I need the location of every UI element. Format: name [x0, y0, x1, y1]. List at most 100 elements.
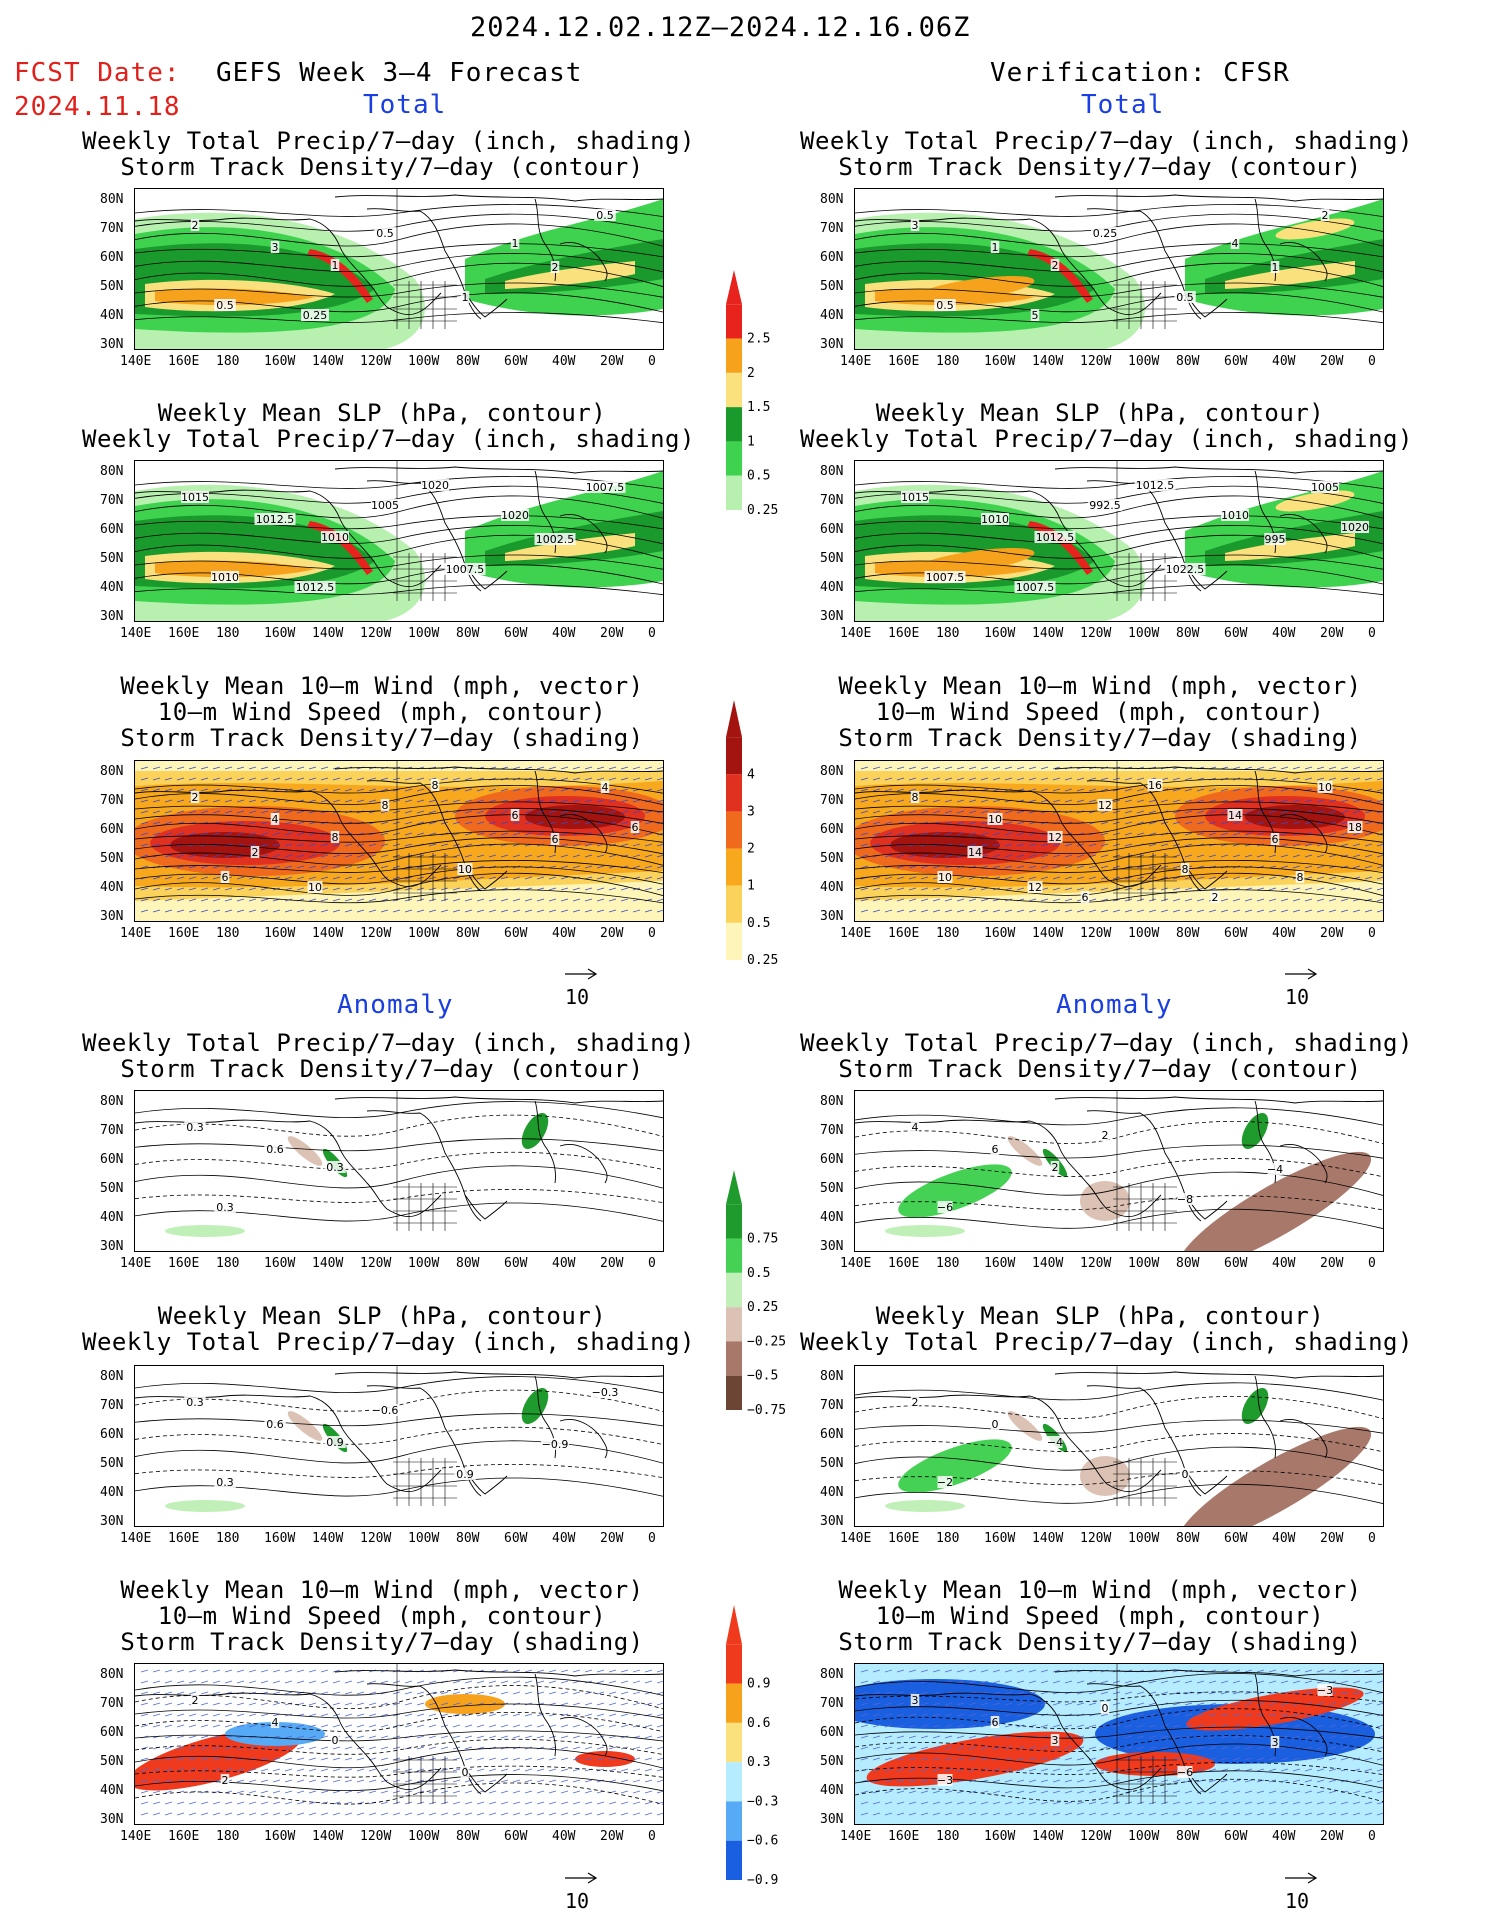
wind-vector	[572, 1724, 581, 1728]
wind-vector	[524, 1790, 533, 1794]
p3-title-line2: 10–m Wind Speed (mph, contour)	[157, 698, 607, 726]
wind-vector	[380, 777, 389, 781]
wind-vector	[932, 810, 941, 814]
contour-line	[855, 525, 1383, 545]
wind-vector	[1304, 854, 1313, 858]
wind-vector	[380, 898, 389, 902]
wind-vector	[1064, 854, 1073, 858]
wind-vector	[1340, 1724, 1349, 1728]
wind-vector	[632, 799, 641, 803]
wind-vector	[1364, 1757, 1373, 1761]
wind-vector	[1376, 1812, 1383, 1816]
contour-label: −4	[1267, 1163, 1283, 1176]
wind-vector	[968, 1757, 977, 1761]
lon-tick-label: 40W	[1272, 354, 1296, 369]
wind-vector	[416, 788, 425, 792]
wind-vector	[1364, 1680, 1373, 1684]
wind-vector	[380, 909, 389, 913]
wind-vector	[968, 1801, 977, 1805]
lat-tick-label: 30N	[820, 909, 844, 924]
contour-label: 1005	[371, 499, 399, 512]
lon-tick-label: 140E	[120, 1531, 152, 1546]
wind-vector	[656, 1669, 663, 1673]
wind-vector	[344, 1724, 353, 1728]
wind-vector	[1112, 1801, 1121, 1805]
contour-label-bg	[987, 813, 1003, 825]
wind-vector	[1364, 777, 1373, 781]
wind-vector	[452, 1812, 461, 1816]
wind-vector	[236, 1724, 245, 1728]
contour-line	[135, 554, 663, 570]
contour-label-bg	[1047, 1436, 1063, 1448]
lon-tick-label: 160E	[168, 926, 200, 941]
colorbar-label: −0.3	[747, 1794, 778, 1809]
wind-vector	[1304, 1801, 1313, 1805]
anom-precip-pos-light	[165, 1500, 245, 1512]
wind-vector	[272, 909, 281, 913]
wind-vector	[896, 1801, 905, 1805]
wind-vector	[488, 832, 497, 836]
wind-vector	[884, 788, 893, 792]
wind-vector	[368, 909, 377, 913]
wind-vector	[572, 1801, 581, 1805]
wind-vector	[440, 1790, 449, 1794]
wind-vector	[560, 843, 569, 847]
wind-vector	[1172, 1702, 1181, 1706]
wind-vector	[152, 909, 161, 913]
wind-vector	[584, 909, 593, 913]
wind-vector	[464, 1735, 473, 1739]
contour-line	[135, 1189, 663, 1204]
wind-vector	[260, 1801, 269, 1805]
contour-label: 0.5	[216, 299, 234, 312]
wind-vector	[1244, 1724, 1253, 1728]
contour-label-bg	[321, 531, 349, 543]
wind-vector	[212, 1702, 221, 1706]
wind-vector	[500, 832, 509, 836]
contour-line	[135, 1730, 663, 1742]
p10-title-line2: Storm Track Density/7–day (contour)	[838, 1055, 1362, 1083]
wind-vector	[1220, 1680, 1229, 1684]
contour-label: 5	[1032, 309, 1039, 322]
wind-vector	[200, 1735, 209, 1739]
wind-vector	[596, 1702, 605, 1706]
wind-vector	[992, 766, 1001, 770]
wind-vector	[164, 1702, 173, 1706]
lat-tick-label: 30N	[100, 1514, 124, 1529]
wind-vector	[1304, 843, 1313, 847]
wind-vector	[536, 832, 545, 836]
lat-tick-label: 50N	[820, 279, 844, 294]
wind-vector	[956, 1801, 965, 1805]
wind-vector	[980, 766, 989, 770]
wind-vector	[956, 821, 965, 825]
wind-vector	[944, 1790, 953, 1794]
wind-vector	[488, 909, 497, 913]
wind-vector	[608, 799, 617, 803]
wind-vector	[284, 1691, 293, 1695]
lon-tick-label: 80W	[456, 626, 480, 641]
p6-map-panel: 8 10 12 10 8 6 12 10 12 14 16 18 14 8 6 2	[854, 760, 1384, 922]
wind-vector	[548, 898, 557, 902]
wind-vector	[872, 1713, 881, 1717]
wind-vector	[284, 1702, 293, 1706]
contour-line	[135, 784, 663, 806]
anom-storm-pos	[866, 1731, 1084, 1787]
wind-vector	[920, 1713, 929, 1717]
wind-vector	[1076, 1702, 1085, 1706]
wind-vector	[332, 799, 341, 803]
wind-vector	[656, 1691, 663, 1695]
wind-vector	[1292, 1801, 1301, 1805]
wind-vector	[164, 1790, 173, 1794]
wind-vector	[1316, 1812, 1325, 1816]
contour-label: 0.6	[266, 1143, 284, 1156]
contour-line	[135, 1440, 663, 1464]
lon-tick-label: 80W	[456, 926, 480, 941]
wind-vector	[1340, 1735, 1349, 1739]
wind-vector	[1088, 898, 1097, 902]
right-column-title: Verification: CFSR	[990, 58, 1290, 88]
lat-tick-label: 70N	[100, 493, 124, 508]
anom-precip-neg	[1007, 1136, 1043, 1166]
wind-vector	[368, 799, 377, 803]
wind-vector	[620, 821, 629, 825]
wind-vector	[176, 1757, 185, 1761]
wind-vector	[1064, 799, 1073, 803]
